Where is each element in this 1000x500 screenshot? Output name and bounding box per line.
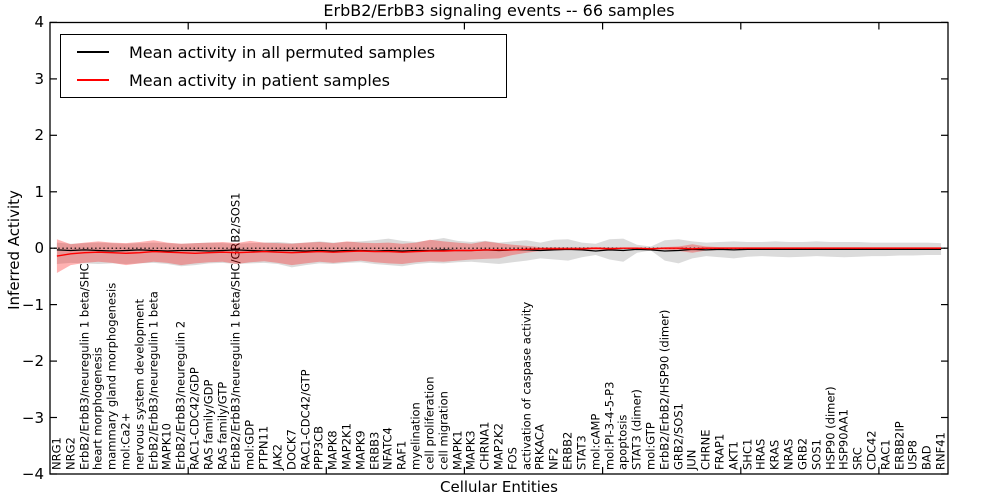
x-tick-label: STAT3 (dimer) xyxy=(629,389,644,470)
x-tick-label: mol:PI-3-4-5-P3 xyxy=(602,381,616,470)
x-tick-label: RAC1-CDC42/GDP xyxy=(187,367,202,470)
x-tick-label: cell proliferation xyxy=(422,376,437,470)
x-tick-label: activation of caspase activity xyxy=(519,301,534,470)
x-tick-label: mol:GDP xyxy=(242,419,257,470)
x-tick-label: apoptosis xyxy=(615,414,630,470)
x-tick-label: cell migration xyxy=(436,391,451,470)
x-tick-label: HRAS xyxy=(753,438,768,470)
x-tick-label: MAPK3 xyxy=(463,430,478,470)
x-tick-label: HSP90AA1 xyxy=(836,409,851,470)
legend-label: Mean activity in patient samples xyxy=(129,70,390,90)
x-tick-label: ErbB2/ErbB3/neuregulin 1 beta/SHC xyxy=(77,263,92,470)
x-tick-label: SHC1 xyxy=(740,438,755,470)
x-tick-label: RAC1 xyxy=(878,439,893,470)
x-tick-label: MAPK8 xyxy=(325,430,340,470)
x-tick-label: MAP2K1 xyxy=(339,423,354,470)
legend-label: Mean activity in all permuted samples xyxy=(129,42,436,62)
x-tick-label: AKT1 xyxy=(726,441,741,470)
x-tick-label: ERBB2IP xyxy=(892,421,907,470)
x-tick-label: CHRNA1 xyxy=(477,421,492,470)
x-tick-label: ErbB2/ErbB3/neuregulin 2 xyxy=(173,320,188,470)
x-tick-label: SRC xyxy=(850,447,865,470)
x-tick-label: KRAS xyxy=(767,439,782,470)
x-tick-label: DOCK7 xyxy=(284,429,299,470)
x-tick-label: JAK2 xyxy=(270,444,285,470)
x-tick-label: heart morphogenesis xyxy=(90,347,105,470)
x-tick-label: MAPK9 xyxy=(353,430,368,470)
x-tick-label: ERBB2 xyxy=(560,431,575,470)
x-tick-label: nervous system development xyxy=(132,299,147,470)
x-tick-label: myelination xyxy=(408,402,423,470)
x-tick-label: NFATC4 xyxy=(380,427,395,470)
x-tick-label: RAS family/GDP xyxy=(201,379,216,470)
x-tick-label: MAP2K2 xyxy=(491,423,506,470)
x-tick-label: FRAP1 xyxy=(712,433,727,470)
x-tick-label: PTPN11 xyxy=(256,425,271,470)
x-tick-label: BAD xyxy=(919,445,934,470)
legend: Mean activity in all permuted samples Me… xyxy=(60,34,507,98)
x-tick-label: SOS1 xyxy=(809,439,824,470)
x-tick-label: NRG1 xyxy=(49,437,64,470)
x-tick-label: ERBB3 xyxy=(367,431,382,470)
x-tick-label: RAS family/GTP xyxy=(215,381,230,470)
legend-item-permuted: Mean activity in all permuted samples xyxy=(69,43,498,62)
x-tick-label: CHRNE xyxy=(698,429,713,470)
legend-line-swatch-permuted xyxy=(77,51,109,53)
x-tick-label: STAT3 xyxy=(574,435,589,470)
x-tick-label: CDC42 xyxy=(864,430,879,470)
x-tick-label: RNF41 xyxy=(933,432,948,470)
x-tick-label: PPP3CB xyxy=(311,425,326,470)
x-tick-label: ErbB2/ErbB3/neuregulin 1 beta/SHC/GRB2/S… xyxy=(228,192,243,470)
x-tick-label: mammary gland morphogenesis xyxy=(104,282,119,470)
x-tick-label: USP8 xyxy=(905,440,920,470)
x-tick-label: RAC1-CDC42/GTP xyxy=(298,369,313,470)
x-tick-label: mol:Ca2+ xyxy=(118,412,133,470)
x-tick-label: MAPK1 xyxy=(450,430,465,470)
x-tick-label: PRKACA xyxy=(532,424,547,470)
legend-line-swatch-patient xyxy=(77,79,109,81)
x-tick-label: RAF1 xyxy=(394,440,409,470)
x-tick-label: NF2 xyxy=(546,447,561,470)
legend-item-patient: Mean activity in patient samples xyxy=(69,71,498,90)
x-tick-label: JUN xyxy=(684,449,699,470)
x-tick-label: GRB2/SOS1 xyxy=(671,403,686,470)
x-tick-label: HSP90 (dimer) xyxy=(823,386,838,470)
x-tick-label: FOS xyxy=(505,447,520,470)
x-tick-label: mol:cAMP xyxy=(588,413,603,470)
x-tick-label: ErbB2/ErbB2/HSP90 (dimer) xyxy=(657,309,672,470)
x-tick-label: mol:GTP xyxy=(643,422,658,470)
x-tick-label: NRAS xyxy=(781,438,796,470)
x-tick-label: GRB2 xyxy=(795,437,810,470)
x-tick-label: ErbB2/ErbB3/neuregulin 1 beta xyxy=(146,291,161,470)
x-tick-label: NRG2 xyxy=(63,437,78,470)
x-tick-label: MAPK10 xyxy=(159,423,174,470)
